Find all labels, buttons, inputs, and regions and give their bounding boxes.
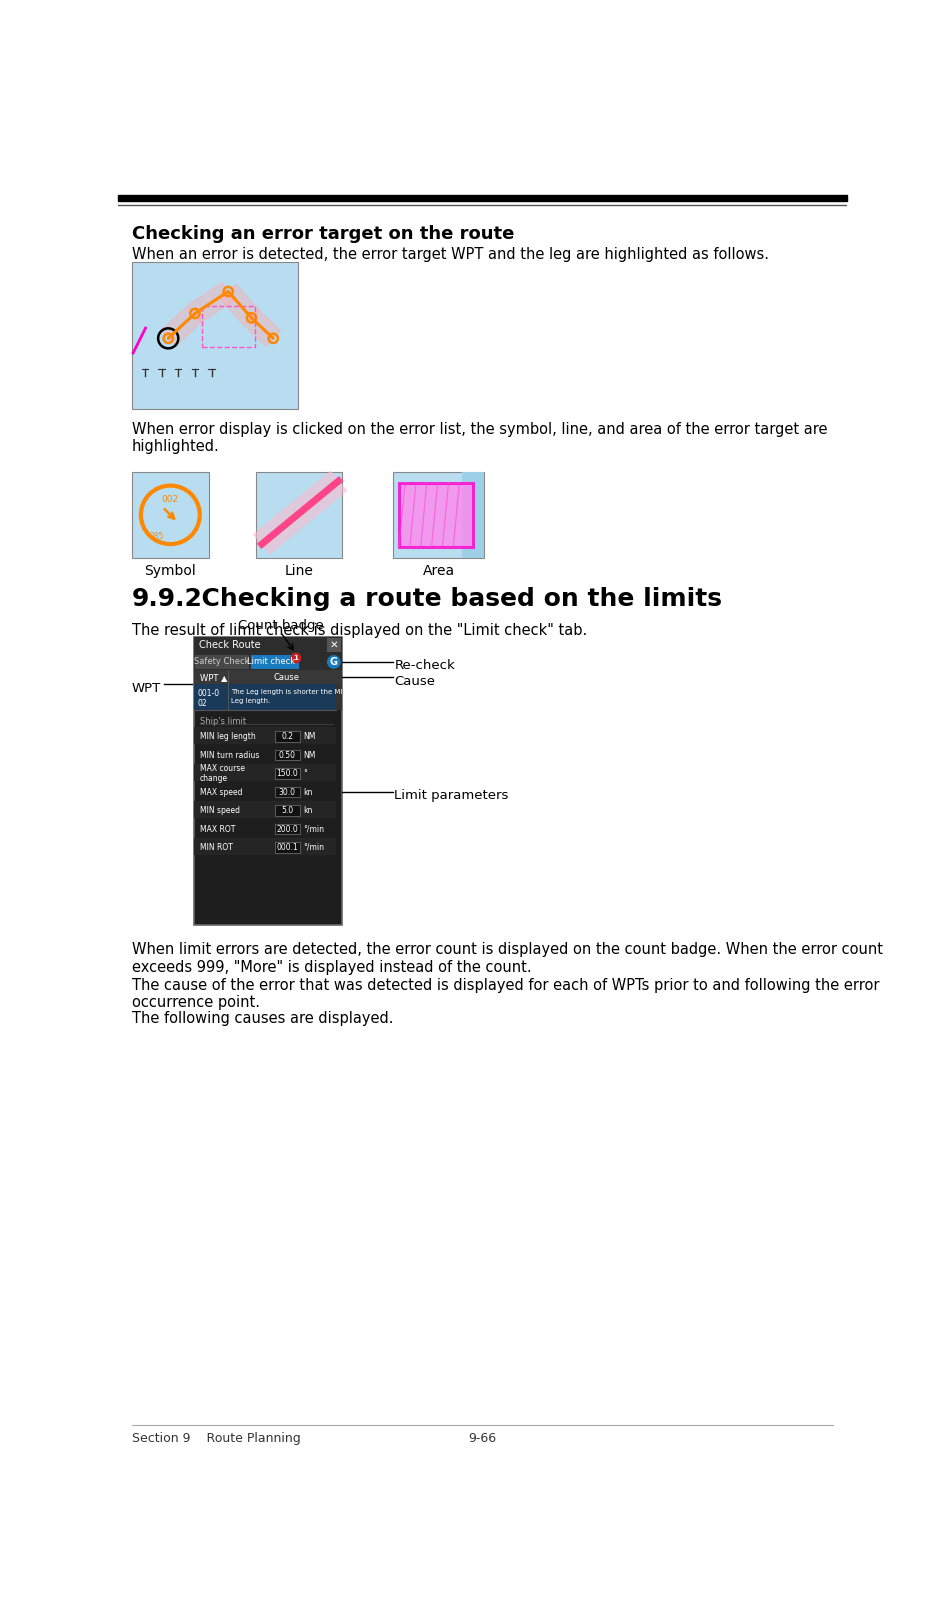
- Text: °/min: °/min: [304, 843, 325, 853]
- Text: MIN speed: MIN speed: [199, 806, 240, 815]
- Text: MAX ROT: MAX ROT: [199, 825, 235, 833]
- Text: kn: kn: [304, 788, 313, 796]
- Text: MIN ROT: MIN ROT: [199, 843, 232, 853]
- Text: The following causes are displayed.: The following causes are displayed.: [132, 1012, 393, 1026]
- Text: 000.1: 000.1: [277, 843, 298, 853]
- Text: Safety Check: Safety Check: [195, 658, 250, 666]
- Text: Checking a route based on the limits: Checking a route based on the limits: [183, 587, 722, 611]
- Text: Limit check: Limit check: [247, 658, 295, 666]
- Text: 1: 1: [294, 655, 298, 661]
- Text: Line: Line: [284, 564, 313, 579]
- Text: WPT ▲: WPT ▲: [199, 673, 228, 682]
- Bar: [195, 655, 249, 669]
- Bar: [118, 195, 847, 201]
- Text: 5.0: 5.0: [281, 806, 294, 815]
- Bar: [275, 841, 300, 853]
- Bar: [194, 801, 336, 819]
- Text: Limit parameters: Limit parameters: [394, 789, 509, 802]
- Bar: [275, 806, 300, 815]
- Text: G: G: [330, 657, 338, 666]
- Text: Checking an error target on the route: Checking an error target on the route: [132, 225, 514, 243]
- Bar: [275, 786, 300, 798]
- Polygon shape: [161, 306, 202, 347]
- Bar: [256, 472, 343, 558]
- Bar: [462, 472, 485, 558]
- Text: Symbol: Symbol: [145, 564, 197, 579]
- Bar: [194, 637, 343, 653]
- Polygon shape: [244, 310, 280, 347]
- Text: When an error is detected, the error target WPT and the leg are highlighted as f: When an error is detected, the error tar…: [132, 246, 769, 263]
- Text: NM: NM: [304, 733, 316, 741]
- Polygon shape: [189, 282, 234, 323]
- Bar: [194, 637, 343, 926]
- Bar: [194, 671, 343, 684]
- Bar: [251, 655, 299, 669]
- Text: 30.0: 30.0: [279, 788, 295, 796]
- Bar: [132, 472, 209, 558]
- Bar: [275, 768, 300, 780]
- Text: Cause: Cause: [394, 674, 436, 687]
- Bar: [194, 765, 336, 781]
- Bar: [399, 483, 473, 548]
- Polygon shape: [220, 284, 260, 324]
- Text: When error display is clicked on the error list, the symbol, line, and area of t: When error display is clicked on the err…: [132, 421, 827, 454]
- Bar: [201, 306, 255, 347]
- Text: ✕: ✕: [329, 640, 338, 650]
- Text: 200.0: 200.0: [277, 825, 298, 833]
- Text: Count badge: Count badge: [237, 619, 324, 632]
- Bar: [392, 472, 485, 558]
- Text: WPT: WPT: [132, 681, 161, 694]
- Bar: [194, 838, 336, 856]
- Text: Check Route: Check Route: [199, 640, 261, 650]
- Text: °: °: [304, 768, 308, 778]
- Text: 02: 02: [198, 699, 207, 708]
- Text: Section 9    Route Planning: Section 9 Route Planning: [132, 1431, 300, 1444]
- Text: 150.0: 150.0: [277, 768, 298, 778]
- Text: The cause of the error that was detected is displayed for each of WPTs prior to : The cause of the error that was detected…: [132, 977, 879, 1010]
- Text: kn: kn: [304, 806, 313, 815]
- Text: 0.2: 0.2: [281, 733, 294, 741]
- Bar: [194, 728, 336, 744]
- Bar: [275, 823, 300, 835]
- Bar: [194, 684, 343, 710]
- Text: Ship's limit: Ship's limit: [199, 716, 246, 726]
- Bar: [194, 653, 343, 671]
- Text: °/min: °/min: [304, 825, 325, 833]
- Bar: [132, 263, 298, 408]
- Text: When limit errors are detected, the error count is displayed on the count badge.: When limit errors are detected, the erro…: [132, 942, 883, 974]
- Polygon shape: [254, 472, 346, 554]
- Text: 0.50: 0.50: [279, 751, 295, 760]
- Text: Leg length.: Leg length.: [231, 699, 270, 704]
- Bar: [275, 731, 300, 742]
- Text: MIN leg length: MIN leg length: [199, 733, 256, 741]
- Text: Re-check: Re-check: [394, 660, 455, 673]
- Text: Cause: Cause: [274, 673, 299, 682]
- Bar: [275, 749, 300, 760]
- Text: MIN turn radius: MIN turn radius: [199, 751, 259, 760]
- Text: 9-66: 9-66: [468, 1431, 496, 1444]
- Circle shape: [291, 653, 300, 663]
- Text: The Leg length is shorter the MIN: The Leg length is shorter the MIN: [231, 689, 347, 695]
- Text: 001-0: 001-0: [198, 689, 219, 699]
- Text: 002: 002: [162, 494, 179, 504]
- Text: MAX course
change: MAX course change: [199, 763, 245, 783]
- Circle shape: [327, 657, 340, 668]
- Text: MAX speed: MAX speed: [199, 788, 242, 796]
- Bar: [327, 639, 341, 652]
- Bar: [336, 684, 343, 710]
- Text: Area: Area: [423, 564, 455, 579]
- Text: 285: 285: [150, 532, 164, 541]
- Text: NM: NM: [304, 751, 316, 760]
- Text: The result of limit check is displayed on the "Limit check" tab.: The result of limit check is displayed o…: [132, 622, 587, 637]
- Text: 9.9.2: 9.9.2: [132, 587, 202, 611]
